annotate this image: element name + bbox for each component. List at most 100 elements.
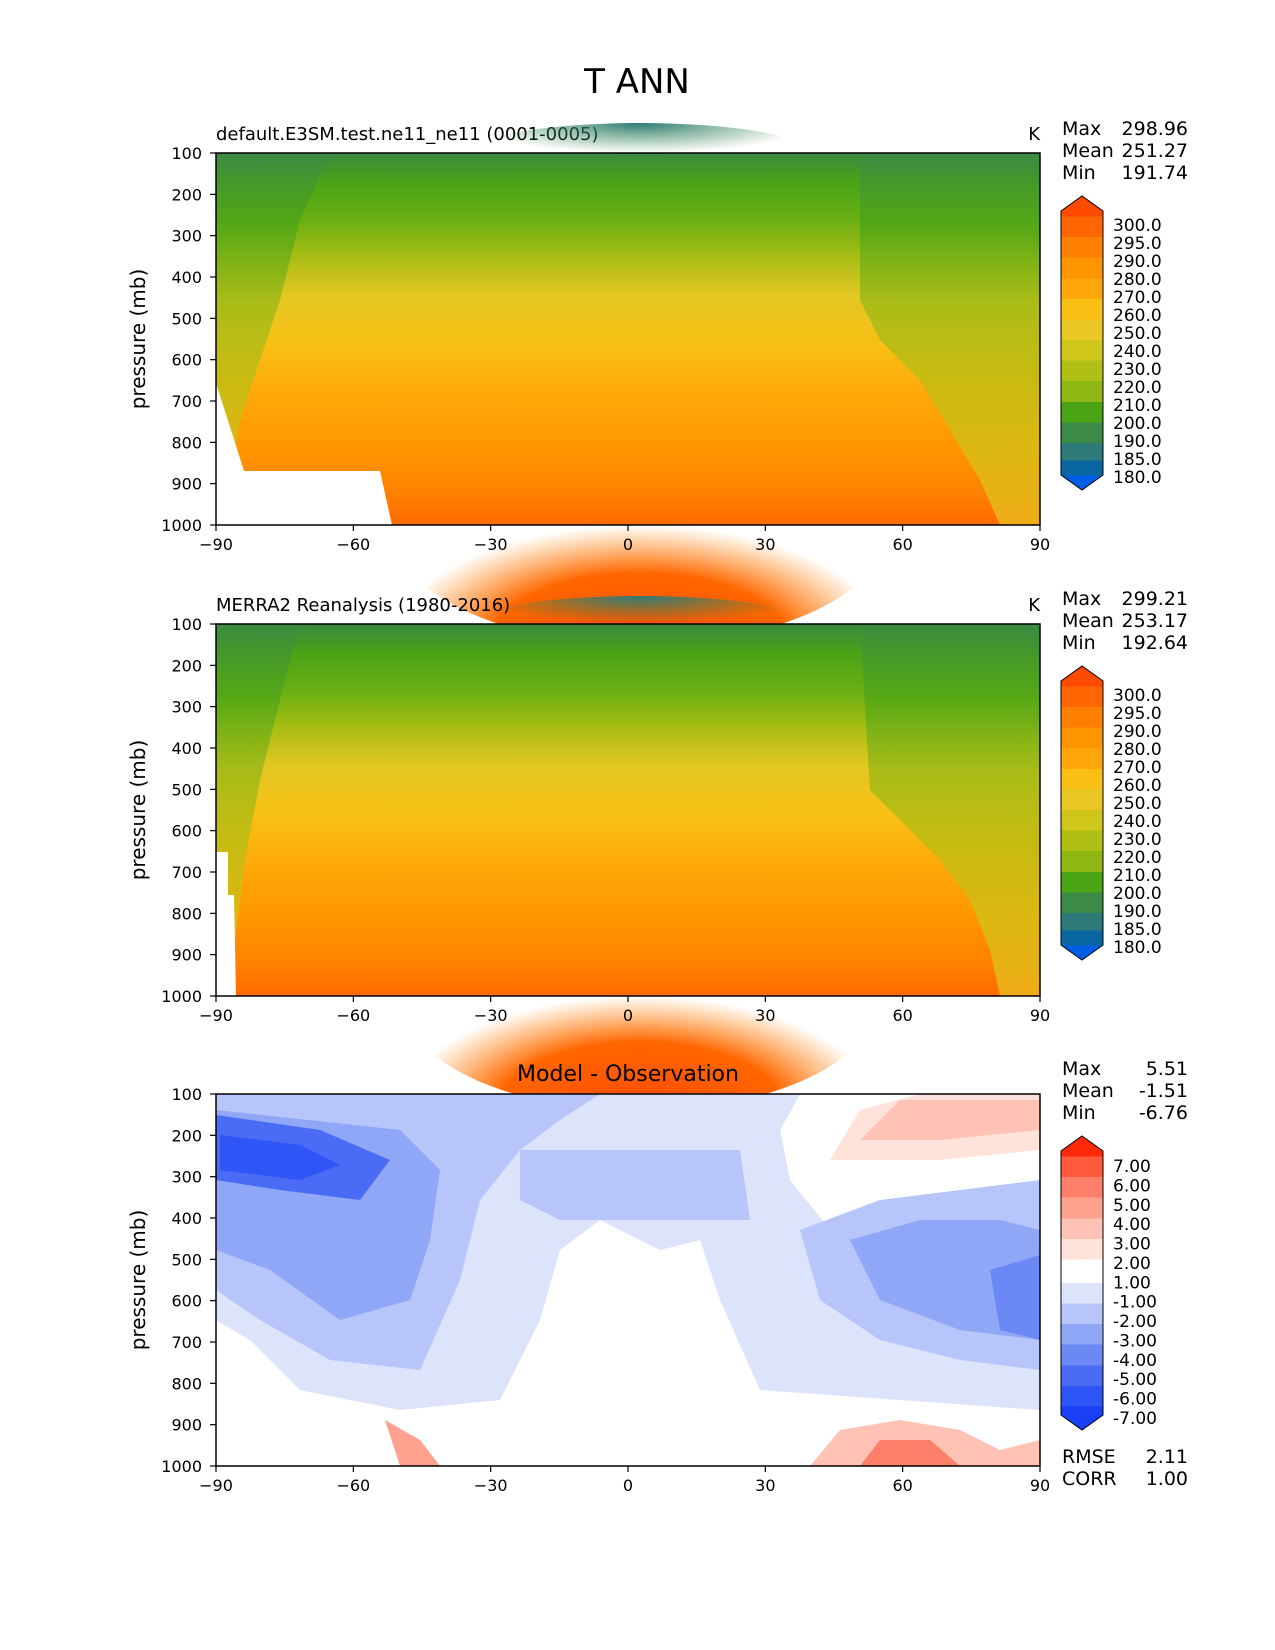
y-tick-label: 300: [171, 698, 202, 717]
colorbar-label: 4.00: [1113, 1215, 1151, 1235]
y-tick-label: 500: [171, 1250, 202, 1269]
panel-obs-title: MERRA2 Reanalysis (1980-2016): [216, 595, 510, 616]
y-tick-label: 600: [171, 351, 202, 370]
panel-diff-stats: Max 5.51 Mean -1.51 Min -6.76: [1062, 1058, 1188, 1124]
obs-field-edge-bands-sh: [216, 624, 300, 996]
diff-band-minus6: [220, 1135, 340, 1180]
colorbar-label: 2.00: [1113, 1254, 1151, 1274]
stat-value: 191.74: [1122, 162, 1188, 184]
colorbar-label: 290.0: [1113, 722, 1162, 742]
x-tick-label: 30: [755, 1006, 775, 1025]
stat-value: 299.21: [1122, 588, 1188, 610]
colorbar-label: -6.00: [1113, 1390, 1157, 1410]
stat-value: 2.11: [1146, 1446, 1188, 1468]
colorbar-label: 190.0: [1113, 432, 1162, 452]
x-tick-label: 0: [623, 1006, 633, 1025]
colorbar-label: 200.0: [1113, 414, 1162, 434]
y-tick-label: 1000: [161, 516, 202, 535]
colorbar-labels: 300.0295.0290.0280.0270.0260.0250.0240.0…: [1113, 686, 1162, 958]
stat-label: Max: [1062, 588, 1101, 610]
panel-diff-ylabel: pressure (mb): [126, 1210, 150, 1351]
stat-label: Min: [1062, 632, 1096, 654]
stat-value: 192.64: [1122, 632, 1188, 654]
x-tick-label: −60: [336, 1476, 370, 1495]
panel-obs-field: [216, 596, 1040, 1111]
y-tick-label: 500: [171, 309, 202, 328]
diff-band-minus4-nh: [990, 1255, 1040, 1340]
colorbar-label: 240.0: [1113, 342, 1162, 362]
panel-model-axes: −90 −60 −30 0 30 60 90 100 200 300 400 500 600 700 800…: [161, 144, 1050, 554]
y-tick-label: 1000: [161, 987, 202, 1006]
y-tick-label: 400: [171, 268, 202, 287]
stat-label: RMSE: [1062, 1446, 1116, 1468]
colorbar-label: 180.0: [1113, 938, 1162, 958]
y-tick-label: 900: [171, 1416, 202, 1435]
colorbar-label: 200.0: [1113, 884, 1162, 904]
panel-obs-colorbar: 300.0295.0290.0280.0270.0260.0250.0240.0…: [1060, 665, 1162, 961]
stat-label: Max: [1062, 1058, 1101, 1080]
stat-value: -1.51: [1139, 1080, 1188, 1102]
stat-value: 251.27: [1122, 140, 1188, 162]
x-tick-label: −90: [199, 535, 233, 554]
y-tick-label: 800: [171, 1374, 202, 1393]
panel-model-ylabel: pressure (mb): [126, 269, 150, 410]
y-tick-label: 1000: [161, 1457, 202, 1476]
colorbar-label: 230.0: [1113, 360, 1162, 380]
panel-obs-axes: −90 −60 −30 0 30 60 90 100 200 300 400 500 600 700 800…: [161, 615, 1050, 1025]
y-tick-label: 300: [171, 227, 202, 246]
panel-obs: MERRA2 Reanalysis (1980-2016) K pressure…: [126, 588, 1188, 1111]
y-tick-label: 500: [171, 780, 202, 799]
x-tick-label: 0: [623, 1476, 633, 1495]
colorbar-label: 250.0: [1113, 794, 1162, 814]
panel-obs-ylabel: pressure (mb): [126, 740, 150, 881]
colorbar-label: 220.0: [1113, 378, 1162, 398]
x-tick-label: 30: [755, 1476, 775, 1495]
y-tick-label: 400: [171, 739, 202, 758]
stat-value: 1.00: [1146, 1468, 1188, 1490]
colorbar-label: 270.0: [1113, 758, 1162, 778]
colorbar-label: 3.00: [1113, 1235, 1151, 1255]
stat-label: Mean: [1062, 610, 1114, 632]
diff-band-plus2-nh: [860, 1100, 1040, 1140]
x-tick-label: 30: [755, 535, 775, 554]
x-tick-label: 0: [623, 535, 633, 554]
x-tick-label: 60: [892, 535, 912, 554]
y-tick-label: 900: [171, 946, 202, 965]
y-tick-label: 600: [171, 1292, 202, 1311]
colorbar-label: 220.0: [1113, 848, 1162, 868]
x-tick-label: −90: [199, 1476, 233, 1495]
model-field-edge-bands: [860, 153, 1040, 525]
colorbar-label: 185.0: [1113, 920, 1162, 940]
colorbar-label: 260.0: [1113, 776, 1162, 796]
stat-label: CORR: [1062, 1468, 1117, 1490]
panel-obs-stats: Max 299.21 Mean 253.17 Min 192.64: [1062, 588, 1188, 654]
x-tick-label: 90: [1030, 535, 1050, 554]
colorbar-label: 185.0: [1113, 450, 1162, 470]
x-tick-label: −90: [199, 1006, 233, 1025]
y-tick-label: 200: [171, 656, 202, 675]
x-tick-label: −60: [336, 1006, 370, 1025]
colorbar-label: 7.00: [1113, 1157, 1151, 1177]
colorbar-label: 295.0: [1113, 234, 1162, 254]
x-tick-label: 60: [892, 1006, 912, 1025]
model-field-edge-bands-sh: [216, 153, 330, 525]
colorbar-label: 295.0: [1113, 704, 1162, 724]
stat-value: 298.96: [1122, 118, 1188, 140]
diff-band-plus-surface-core: [860, 1440, 960, 1466]
obs-missing-data: [216, 852, 236, 996]
colorbar-bar: [1060, 195, 1104, 491]
panel-diff-field: [216, 1094, 1040, 1466]
x-tick-label: −30: [474, 535, 508, 554]
diff-band-minus3-nh: [850, 1220, 1040, 1340]
colorbar-label: 260.0: [1113, 306, 1162, 326]
stat-value: 253.17: [1122, 610, 1188, 632]
stat-label: Max: [1062, 118, 1101, 140]
x-tick-label: 90: [1030, 1476, 1050, 1495]
panel-model-field: [216, 123, 1040, 645]
colorbar-labels: 7.006.005.004.003.002.001.00-1.00-2.00-3…: [1113, 1157, 1157, 1429]
colorbar-label: 210.0: [1113, 866, 1162, 886]
y-tick-label: 200: [171, 185, 202, 204]
colorbar-bar: [1060, 665, 1104, 961]
colorbar-label: -5.00: [1113, 1370, 1157, 1390]
colorbar-label: 230.0: [1113, 830, 1162, 850]
